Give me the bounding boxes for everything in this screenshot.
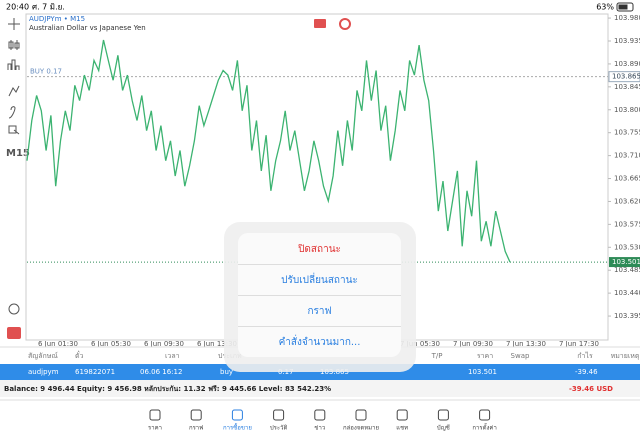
table-header: กำไร <box>577 351 593 360</box>
y-tick-label: 103.980 <box>614 14 640 22</box>
menu-item[interactable]: ปรับเปลี่ยนสถานะ <box>281 272 358 286</box>
timeframe-button[interactable]: M15 <box>6 148 30 159</box>
table-header: เวลา <box>165 352 180 360</box>
table-header: หมายเหตุ <box>611 352 640 360</box>
table-cell: buy <box>220 368 233 376</box>
tab-icon[interactable] <box>273 409 285 421</box>
chart-type-tool[interactable] <box>8 40 20 50</box>
tab-icon[interactable] <box>231 409 243 421</box>
tab-label[interactable]: บัญชี <box>437 424 450 432</box>
y-tick-label: 103.800 <box>614 106 640 114</box>
battery-icon <box>616 2 634 12</box>
chart-description: Australian Dollar vs Japanese Yen <box>29 24 146 32</box>
tab-label[interactable]: กราฟ <box>189 425 203 432</box>
table-header: ตั๋ว <box>75 351 84 360</box>
tab-label[interactable]: การตั้งค่า <box>472 422 496 432</box>
shapes-tool[interactable] <box>8 125 20 135</box>
tab-label[interactable]: ราคา <box>148 425 162 432</box>
y-tick-label: 103.440 <box>614 289 640 297</box>
tab-label[interactable]: ประวัติ <box>270 425 288 432</box>
depth-icon[interactable] <box>339 18 351 30</box>
chart-plot: 103.980 103.935 103.890 103.845 103.800 103.7… <box>26 14 640 348</box>
y-tick-label: 103.665 <box>614 175 640 183</box>
price-line <box>26 39 511 263</box>
y-tick-label: 103.530 <box>614 243 640 251</box>
y-tick-label: 103.890 <box>614 60 640 68</box>
tab-label[interactable]: กล่องจดหมาย <box>343 425 379 432</box>
table-header: ราคา <box>477 352 493 360</box>
indicators-tool[interactable] <box>7 59 20 70</box>
zoom-tool[interactable] <box>8 303 20 315</box>
bid-price-box <box>609 257 640 268</box>
left-toolbar <box>7 18 20 315</box>
y-tick-label: 103.710 <box>614 152 640 160</box>
x-tick-label: 6 Jun 05:30 <box>91 340 131 348</box>
account-summary: Balance: 9 496.44 Equity: 9 456.98 หลักป… <box>4 385 331 393</box>
tab-label[interactable]: ข่าว <box>314 425 325 432</box>
summary-bg <box>0 380 640 397</box>
y-tick-label: 103.935 <box>614 37 640 45</box>
tab-bar: ราคา กราฟ การซื้อขาย ประวัติ ข่าว กล่องจดหมาย… <box>148 409 497 432</box>
table-header: สัญลักษณ์ <box>28 352 58 360</box>
table-header: T/P <box>431 352 443 360</box>
table-cell: audjpym <box>28 368 59 376</box>
x-tick-label: 6 Jun 09:30 <box>144 340 184 348</box>
x-tick-label: 7 Jun 09:30 <box>453 340 493 348</box>
tab-icon[interactable] <box>190 409 202 421</box>
tab-icon[interactable] <box>437 409 449 421</box>
tab-icon[interactable] <box>355 409 367 421</box>
x-tick-label: 7 Jun 17:30 <box>559 340 599 348</box>
order-price-box <box>608 71 640 83</box>
x-tick-label: 7 Jun 13:30 <box>506 340 546 348</box>
status-date: ศ. 7 มิ.ย. <box>32 3 65 12</box>
table-cell: 06.06 16:12 <box>140 368 182 376</box>
bid-price: 103.501 <box>612 258 640 266</box>
y-tick-label: 103.620 <box>614 197 640 205</box>
order-label: BUY 0.17 <box>30 68 62 76</box>
tab-icon[interactable] <box>479 409 491 421</box>
x-tick-label: 7 Jun 05:30 <box>400 340 440 348</box>
tab-icon[interactable] <box>314 409 326 421</box>
battery-level: 63% <box>596 3 614 12</box>
menu-items: ปิดสถานะปรับเปลี่ยนสถานะกราฟคำสั่งจำนวนม… <box>238 244 401 348</box>
trade-button[interactable] <box>7 327 21 339</box>
y-tick-label: 103.575 <box>614 220 640 228</box>
menu-item[interactable]: กราฟ <box>307 306 331 317</box>
y-tick-label: 103.485 <box>614 266 640 274</box>
x-tick-label: 6 Jun 01:30 <box>38 340 78 348</box>
table-cell: 619822071 <box>75 368 115 376</box>
objects-tool[interactable] <box>8 85 20 97</box>
table-cell: -39.46 <box>575 368 598 376</box>
function-tool[interactable] <box>8 106 16 119</box>
y-tick-label: 103.755 <box>614 129 640 137</box>
tab-label[interactable]: แชท <box>396 425 408 432</box>
x-tick-label: 6 Jun 13:30 <box>197 340 237 348</box>
tab-label[interactable]: การซื้อขาย <box>223 422 252 432</box>
y-tick-label: 103.395 <box>614 312 640 320</box>
status-time: 20:40 <box>6 3 29 12</box>
table-cell: 103.501 <box>468 368 497 376</box>
chart-symbol: AUDJPYm • M15 <box>29 15 85 23</box>
one-click-icon[interactable] <box>314 19 326 28</box>
y-tick-label: 103.845 <box>614 83 640 91</box>
menu-item[interactable]: ปิดสถานะ <box>297 244 340 255</box>
crosshair-tool[interactable] <box>8 18 20 30</box>
total-profit: -39.46 USD <box>569 385 613 393</box>
table-header: Swap <box>511 352 530 360</box>
menu-item[interactable]: คำสั่งจำนวนมาก... <box>279 334 361 348</box>
tab-icon[interactable] <box>396 409 408 421</box>
order-price: 103.865 <box>612 73 640 81</box>
battery-fill <box>618 4 628 10</box>
tab-icon[interactable] <box>149 409 161 421</box>
